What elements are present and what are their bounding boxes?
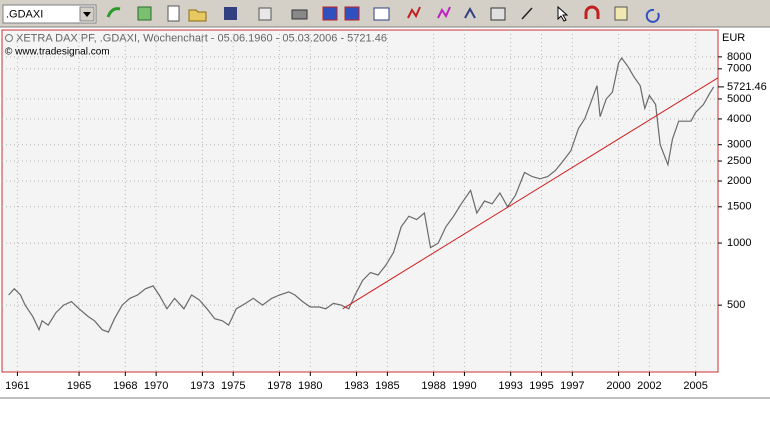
symbol-text: .GDAXI [6, 8, 43, 20]
x-tick-label: 1970 [144, 380, 168, 392]
x-tick-label: 2005 [683, 380, 707, 392]
x-tick-label: 1980 [298, 380, 322, 392]
x-tick-label: 1995 [529, 380, 553, 392]
x-tick-label: 1983 [344, 380, 368, 392]
y-tick-label: 5000 [727, 93, 751, 105]
icon[interactable] [557, 5, 569, 22]
symbol-combo[interactable] [2, 4, 97, 24]
icon[interactable] [167, 5, 180, 22]
y-tick-label: 4000 [727, 113, 751, 125]
icon[interactable] [437, 6, 451, 19]
y-tick-label: 2500 [727, 155, 751, 167]
title-icon [5, 34, 13, 42]
y-tick-label: 2000 [727, 175, 751, 187]
icon[interactable] [188, 9, 207, 22]
y-tick-label: 1500 [727, 201, 751, 213]
icon[interactable] [521, 7, 533, 20]
plot-area [1, 29, 719, 373]
chart-subtitle: © www.tradesignal.com [5, 47, 110, 58]
x-tick-label: 1985 [375, 380, 399, 392]
y-tick-label: 500 [727, 299, 745, 311]
y-tick-label: 8000 [727, 51, 751, 63]
last-value-label: 5721.46 [727, 81, 767, 93]
x-tick-label: 1975 [221, 380, 245, 392]
x-tick-label: 1965 [67, 380, 91, 392]
icon[interactable] [490, 7, 506, 21]
x-tick-label: 2000 [606, 380, 630, 392]
icon[interactable] [106, 7, 121, 18]
combo-arrow [83, 12, 91, 17]
marks [8, 56, 719, 333]
x-tick-label: 1973 [190, 380, 214, 392]
icon[interactable] [258, 7, 272, 21]
icon[interactable] [407, 6, 421, 19]
y-tick-label: 7000 [727, 63, 751, 75]
price-line [8, 56, 715, 333]
x-tick-label: 1988 [421, 380, 445, 392]
icon[interactable] [373, 7, 390, 21]
icon[interactable] [584, 5, 600, 19]
icon[interactable] [344, 6, 360, 21]
y-tick-label: 3000 [727, 139, 751, 151]
x-tick-label: 1997 [560, 380, 584, 392]
toolbar-icons [106, 5, 660, 23]
y-tick-label: 1000 [727, 237, 751, 249]
chart-title: XETRA DAX PF, .GDAXI, Wochenchart - 05.0… [16, 32, 387, 44]
icon[interactable] [291, 9, 308, 20]
icon[interactable] [645, 8, 660, 23]
x-tick-label: 1968 [113, 380, 137, 392]
icon[interactable] [322, 6, 338, 21]
icon[interactable] [137, 6, 152, 21]
icon[interactable] [614, 6, 628, 21]
x-tick-label: 1978 [267, 380, 291, 392]
icon[interactable] [464, 6, 476, 19]
x-tick-label: 1961 [5, 380, 29, 392]
x-tick-label: 1993 [498, 380, 522, 392]
y-axis-label: EUR [722, 32, 745, 44]
x-tick-label: 1990 [452, 380, 476, 392]
x-tick-label: 2002 [637, 380, 661, 392]
trend-line [342, 77, 719, 310]
icon[interactable] [224, 7, 237, 20]
